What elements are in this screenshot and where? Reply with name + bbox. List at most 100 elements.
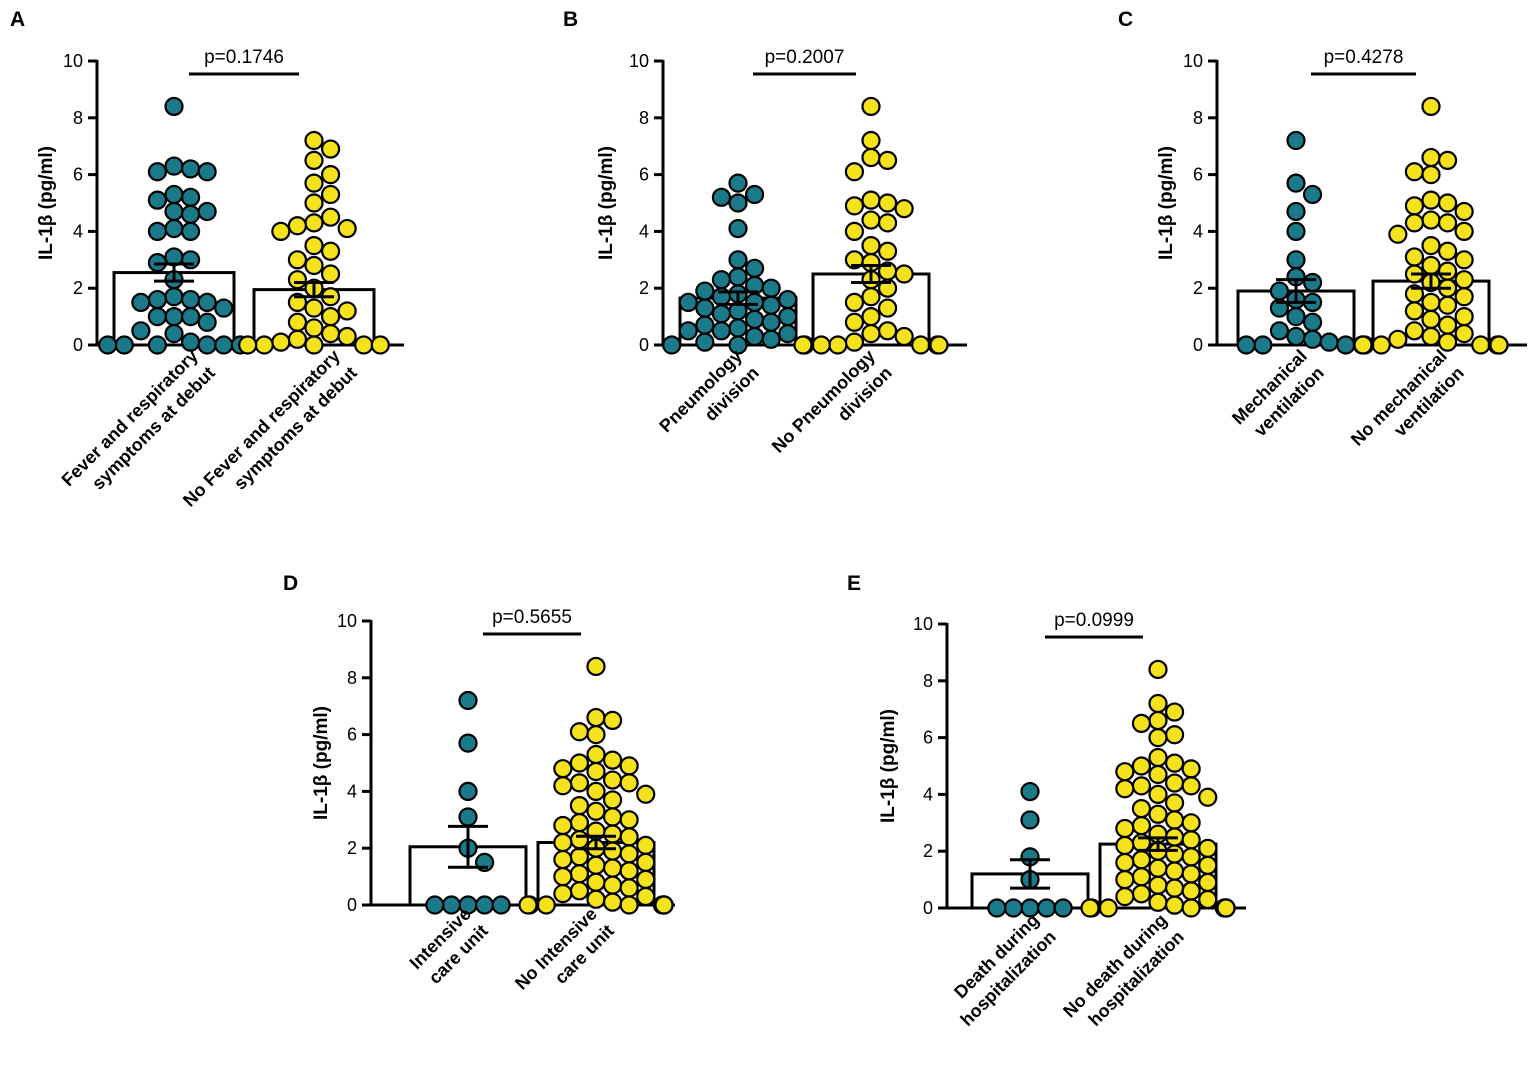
y-tick-label: 10: [913, 614, 933, 634]
panel-letter: A: [10, 8, 25, 31]
data-point: [1020, 810, 1040, 830]
data-point: [131, 292, 151, 312]
data-point: [1319, 332, 1339, 352]
data-point: [586, 707, 606, 728]
data-point: [636, 869, 656, 890]
data-point: [1489, 335, 1509, 355]
panel-c: C IL-1β (pg/ml) 0 2 4 6 8 10 Mechanicalventilati…: [1118, 8, 1527, 450]
data-point: [1437, 241, 1458, 261]
data-point: [1164, 861, 1185, 881]
data-point: [1421, 165, 1441, 185]
panel-letter: D: [283, 572, 298, 595]
group-2: No Intensivecare unit: [511, 656, 674, 994]
data-point: [602, 841, 623, 861]
data-point: [602, 875, 623, 895]
y-tick-label: 4: [1193, 221, 1203, 241]
data-point: [304, 150, 324, 170]
data-point: [695, 332, 715, 352]
data-point: [147, 289, 168, 310]
data-point: [147, 162, 168, 182]
data-point: [1164, 895, 1185, 915]
y-tick-label: 2: [923, 841, 933, 861]
data-point: [1302, 184, 1323, 205]
data-point: [728, 218, 748, 239]
y-tick-label: 6: [73, 165, 83, 185]
data-point: [1020, 781, 1040, 802]
data-point: [586, 889, 606, 909]
data-point: [320, 264, 341, 284]
data-point: [147, 335, 168, 355]
panel-letter: E: [847, 572, 861, 595]
data-point: [844, 162, 865, 182]
data-point: [320, 307, 341, 327]
group-1: Intensivecare unit: [406, 690, 528, 988]
data-point: [778, 289, 798, 310]
data-point: [1148, 727, 1168, 748]
data-point: [458, 733, 478, 753]
data-point: [711, 304, 732, 324]
data-point: [1080, 898, 1100, 918]
category-label: No death duringhospitalization: [1059, 910, 1188, 1039]
data-point: [1181, 813, 1201, 833]
data-point: [844, 332, 865, 352]
data-point: [619, 861, 639, 881]
y-tick-label: 10: [629, 51, 649, 71]
data-point: [602, 770, 623, 790]
data-point: [911, 335, 931, 355]
data-point: [828, 335, 848, 355]
y-tick-label: 2: [73, 278, 83, 298]
y-tick-label: 6: [1193, 165, 1203, 185]
data-point: [877, 241, 898, 261]
data-point: [1181, 898, 1201, 918]
data-point: [586, 656, 606, 677]
data-point: [131, 321, 151, 341]
data-point: [147, 221, 168, 241]
data-point: [1421, 236, 1441, 256]
data-point: [180, 204, 201, 224]
y-tick-label: 2: [1193, 278, 1203, 298]
data-point: [553, 759, 573, 779]
data-point: [619, 878, 639, 898]
y-tick-label: 10: [63, 51, 83, 71]
data-point: [1164, 773, 1185, 793]
data-point: [304, 236, 324, 256]
data-point: [844, 221, 865, 241]
data-point: [1353, 335, 1373, 355]
data-point: [1115, 887, 1135, 907]
y-tick-label: 10: [337, 611, 357, 631]
data-point: [1404, 213, 1425, 233]
data-point: [1302, 272, 1323, 293]
y-tick-label: 0: [73, 335, 83, 355]
data-point: [1115, 779, 1135, 799]
data-point: [1454, 307, 1474, 327]
data-point: [1148, 858, 1168, 878]
data-point: [337, 218, 357, 239]
data-point: [320, 324, 341, 344]
data-point: [1404, 301, 1425, 321]
data-point: [304, 255, 324, 276]
data-point: [619, 827, 639, 847]
y-tick-label: 4: [347, 781, 357, 801]
data-point: [164, 287, 184, 307]
data-point: [518, 895, 538, 915]
data-point: [1302, 329, 1323, 349]
data-point: [1181, 776, 1201, 796]
data-point: [180, 289, 201, 310]
data-point: [553, 866, 573, 887]
data-point: [1131, 798, 1152, 819]
data-point: [1404, 321, 1425, 341]
panels-container: A IL-1β (pg/ml) 0 2 4 6 8 10 Fever and respirato…: [10, 8, 1527, 1039]
data-point: [180, 307, 201, 327]
data-point: [1098, 898, 1118, 918]
data-point: [586, 781, 606, 802]
data-point: [844, 292, 865, 312]
group-2: No mechanicalventilation: [1347, 96, 1509, 450]
data-point: [1269, 281, 1290, 301]
data-point: [602, 710, 623, 731]
data-point: [861, 96, 881, 117]
panel-letter: B: [563, 8, 578, 31]
data-point: [320, 139, 341, 159]
data-point: [180, 250, 201, 270]
data-point: [1454, 201, 1474, 222]
data-point: [1421, 326, 1441, 347]
